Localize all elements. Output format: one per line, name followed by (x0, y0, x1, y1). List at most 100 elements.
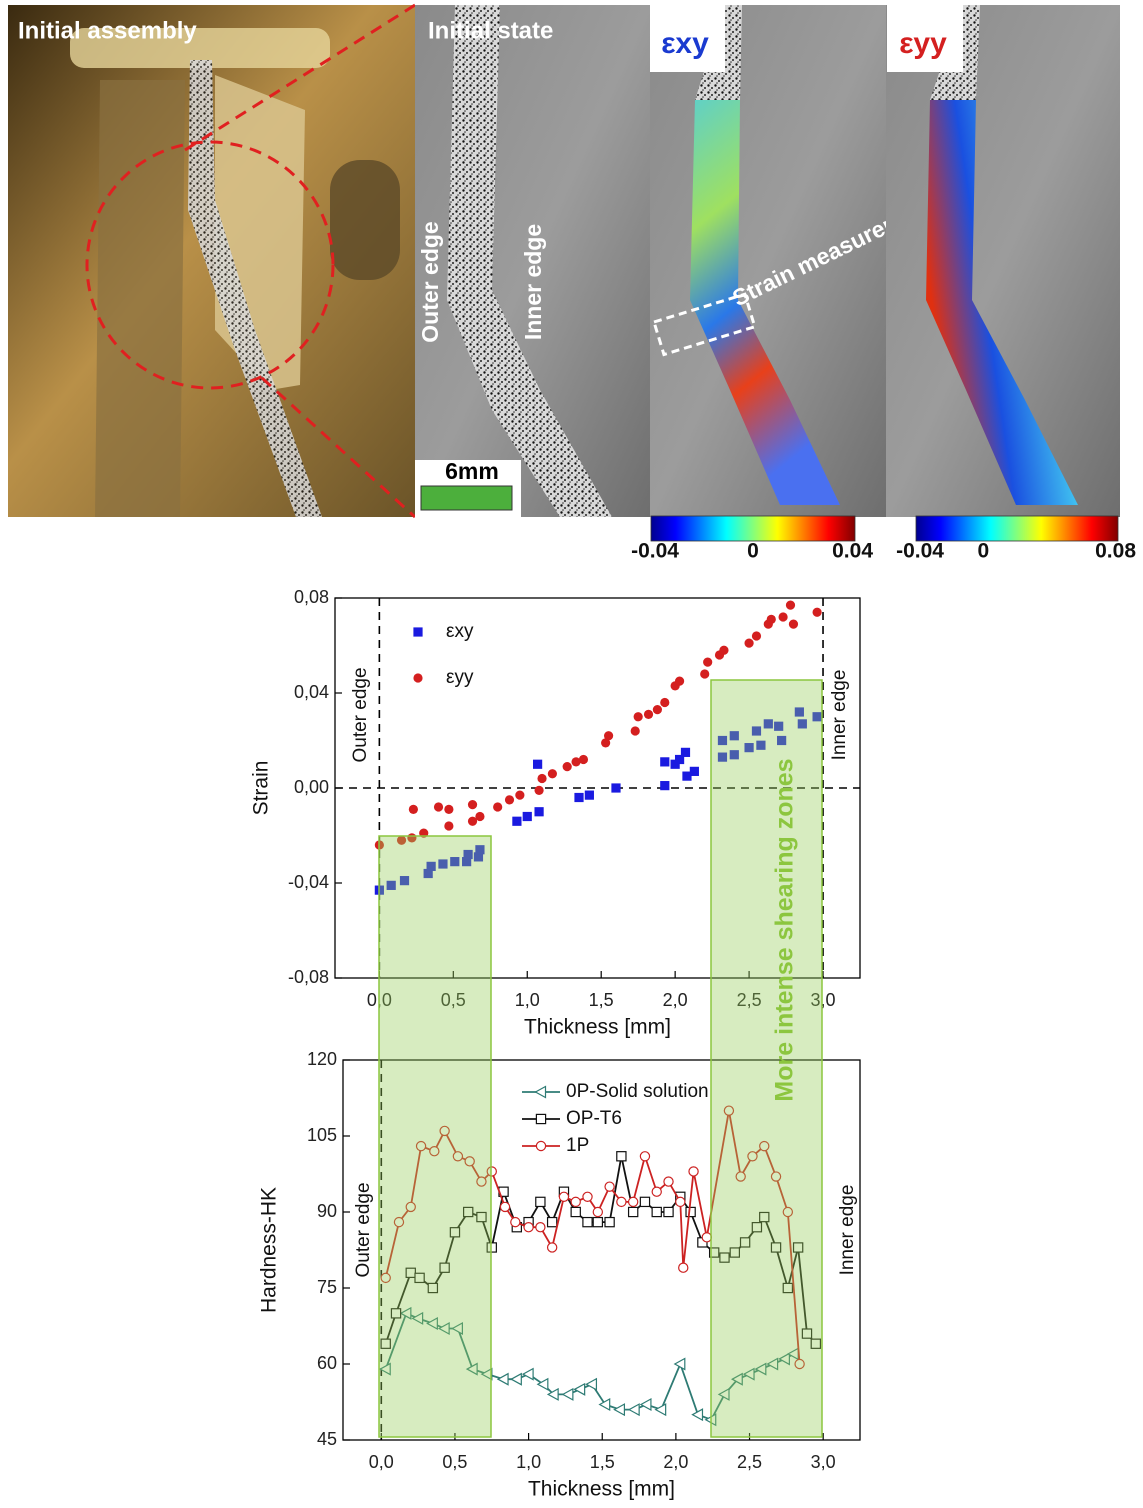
marker (719, 1252, 730, 1263)
marker (399, 1306, 412, 1320)
marker (613, 1403, 626, 1417)
edge-annotation: Inner edge (829, 670, 850, 761)
marker (437, 1322, 450, 1336)
marker (766, 1357, 779, 1371)
marker (561, 1387, 574, 1401)
marker (670, 759, 680, 769)
chart: 0,0 0,5 1,0 1,5 2,0 2,5 3,0 45 60 75 90 105 120 Thick… (258, 1049, 861, 1501)
marker (535, 1140, 547, 1152)
colorbar-tick-label: -0.04 (631, 540, 679, 563)
marker (473, 852, 484, 862)
edge-annotation: Outer edge (350, 667, 371, 762)
marker (439, 1125, 450, 1137)
marker (493, 802, 503, 812)
colorbar-tick-label: 0.04 (832, 540, 873, 563)
y-tick-label: 0,04 (294, 682, 329, 702)
zones-label: More intense shearing zones (771, 758, 799, 1101)
x-tick-label: 2,0 (663, 990, 688, 1010)
x-axis-label: Thickness [mm] (528, 1478, 675, 1501)
marker (546, 1216, 558, 1228)
marker (480, 1367, 493, 1381)
marker (380, 1272, 391, 1284)
panel-title: Initial state (428, 17, 553, 44)
marker (390, 1308, 402, 1319)
x-tick-label: 3,0 (811, 990, 836, 1010)
marker (660, 781, 670, 791)
scale-bar-label: 6mm (445, 458, 499, 484)
y-tick-label: 90 (317, 1201, 337, 1221)
marker (414, 1272, 425, 1284)
marker (378, 1362, 391, 1376)
marker (729, 1247, 741, 1258)
marker (812, 712, 822, 722)
marker (660, 697, 670, 708)
marker (571, 757, 581, 767)
marker (744, 743, 754, 753)
marker (616, 1151, 627, 1162)
marker (701, 1232, 713, 1243)
legend-label: OP-T6 (566, 1108, 622, 1129)
marker (534, 1085, 547, 1099)
marker (413, 627, 423, 637)
marker (463, 849, 473, 860)
panel-title: Initial assembly (18, 17, 197, 44)
marker (604, 1216, 615, 1228)
marker (558, 1191, 570, 1203)
marker (534, 807, 544, 817)
chart: 0,00,51,01,52,02,53,0-0,08-0,040,000,040… (250, 587, 861, 1039)
colorbar-tick-label: 0 (747, 540, 759, 563)
marker (797, 719, 807, 729)
marker (792, 1242, 804, 1253)
marker (537, 773, 547, 784)
marker (643, 709, 654, 719)
marker (782, 1206, 794, 1218)
x-tick-label: 0,5 (441, 990, 466, 1010)
y-axis-label: Strain (250, 761, 273, 816)
x-tick-label: 1,0 (515, 990, 540, 1010)
marker (751, 1221, 763, 1233)
marker (777, 735, 787, 746)
marker (680, 747, 691, 757)
marker (467, 800, 478, 810)
marker (533, 759, 543, 769)
marker (654, 1403, 667, 1417)
y-tick-label: 45 (317, 1429, 337, 1449)
legend-label: 0P-Solid solution (566, 1081, 709, 1102)
initial-state-photo: Outer edge Inner edge 6mm Initial state (415, 5, 650, 517)
marker (570, 1196, 581, 1208)
marker (742, 1367, 755, 1381)
marker (476, 1176, 487, 1187)
marker (685, 1206, 696, 1218)
marker (678, 1262, 689, 1273)
marker (794, 1358, 805, 1370)
marker (515, 790, 525, 800)
marker (788, 619, 799, 629)
marker (467, 816, 478, 826)
marker (630, 726, 640, 736)
legend-label: εxy (446, 621, 474, 642)
marker (611, 783, 621, 793)
marker (688, 1166, 699, 1177)
marker (408, 804, 418, 814)
marker (627, 1206, 639, 1218)
marker (663, 1206, 674, 1218)
marker (731, 1372, 743, 1386)
marker (639, 1196, 651, 1208)
marker (546, 1387, 559, 1401)
edge-label: Inner edge (520, 224, 546, 340)
overlay: More intense shearing zones (378, 679, 823, 1438)
panel-title: εyy (899, 27, 947, 60)
marker (523, 1221, 534, 1233)
marker (562, 762, 572, 772)
marker (812, 607, 822, 617)
marker (504, 795, 515, 805)
x-tick-label: 3,0 (811, 1452, 836, 1472)
eyy-map: εyy (886, 5, 1120, 517)
marker (603, 731, 614, 741)
marker (465, 1362, 478, 1376)
marker (578, 754, 589, 765)
marker (438, 859, 448, 869)
marker (616, 1196, 627, 1208)
marker (486, 1242, 497, 1253)
